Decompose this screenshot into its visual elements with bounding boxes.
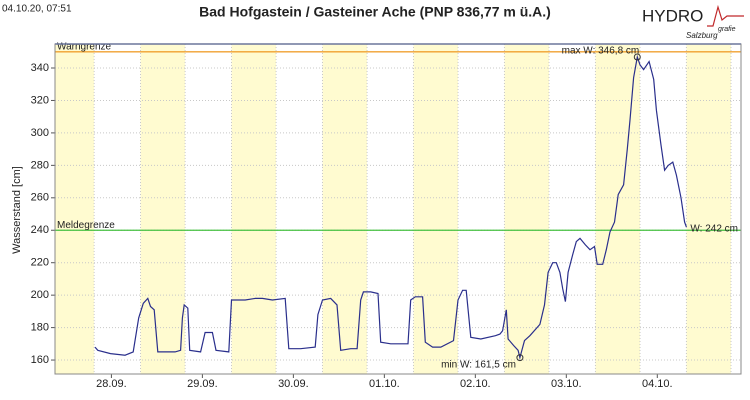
x-tick-label: 03.10.	[551, 378, 582, 390]
annotation-label: W: 242 cm	[690, 224, 738, 235]
day-band	[413, 44, 459, 374]
y-tick-label: 180	[31, 322, 49, 334]
day-band	[686, 44, 731, 374]
series-line	[94, 54, 687, 360]
logo: HYDRO grafie Salzburg	[642, 4, 744, 40]
y-tick-label: 220	[31, 257, 49, 269]
day-band	[55, 44, 95, 374]
day-band	[140, 44, 186, 374]
logo-main: HYDRO	[642, 6, 703, 25]
timestamp: 04.10.20, 07:51	[2, 4, 72, 15]
y-tick-label: 260	[31, 192, 49, 204]
y-tick-label: 160	[31, 354, 49, 366]
x-tick-label: 02.10.	[460, 378, 491, 390]
x-tick-label: 28.09.	[96, 378, 127, 390]
threshold-label: Warngrenze	[57, 41, 112, 52]
chart-title: Bad Hofgastein / Gasteiner Ache (PNP 836…	[199, 4, 551, 20]
y-tick-label: 200	[31, 289, 49, 301]
plot-border	[54, 43, 742, 375]
y-tick-label: 280	[31, 159, 49, 171]
logo-place: Salzburg	[686, 31, 718, 40]
y-tick-label: 240	[31, 224, 49, 236]
y-axis-label: Wasserstand [cm]	[11, 166, 23, 254]
annotation-label: max W: 346,8 cm	[562, 46, 640, 57]
y-tick-label: 340	[31, 62, 49, 74]
x-tick-label: 30.09.	[278, 378, 309, 390]
y-tick-label: 300	[31, 127, 49, 139]
annotation-marker	[516, 354, 524, 362]
day-band	[231, 44, 277, 374]
day-band	[595, 44, 641, 374]
x-tick-label: 04.10.	[642, 378, 673, 390]
x-tick-label: 29.09.	[187, 378, 218, 390]
plot	[55, 44, 741, 374]
x-tick-label: 01.10.	[369, 378, 400, 390]
logo-graph	[707, 4, 744, 27]
threshold-label: Meldegrenze	[57, 220, 115, 231]
logo-sub: grafie	[718, 26, 736, 33]
annotation-label: min W: 161,5 cm	[441, 359, 516, 370]
annotation-marker	[633, 53, 641, 61]
day-band	[504, 44, 550, 374]
y-tick-label: 320	[31, 94, 49, 106]
day-band	[322, 44, 368, 374]
